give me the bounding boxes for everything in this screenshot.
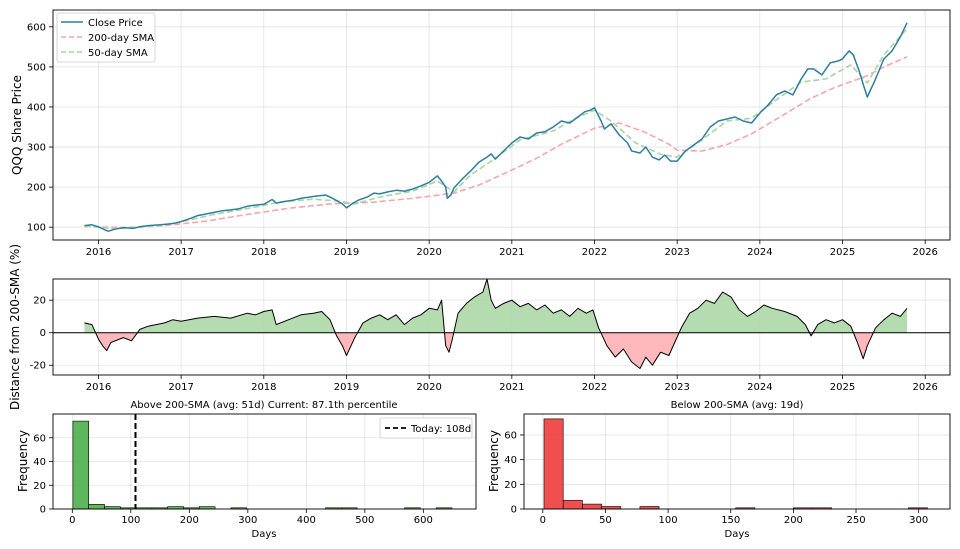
- histogram-below-y-tick-label: 60: [504, 430, 517, 441]
- price-x-tick-label: 2021: [499, 247, 524, 258]
- distance-x-tick-label: 2025: [830, 382, 855, 393]
- price-legend: Close Price 200-day SMA 50-day SMA: [56, 12, 156, 63]
- marker-legend-box: [379, 417, 473, 439]
- price-x-tick-label: 2023: [664, 247, 689, 258]
- histogram-below-bar: [543, 418, 564, 510]
- distance-x-tick-label: 2024: [747, 382, 772, 393]
- histogram-above-bar: [88, 503, 105, 510]
- histogram-below: Below 200-SMA (avg: 19d) 0 50 100 150 200 250…: [487, 400, 951, 540]
- histogram-below-x-tick-label: 200: [784, 515, 803, 526]
- price-y-tick-label: 200: [27, 183, 46, 194]
- distance-x-tick-label: 2018: [251, 382, 276, 393]
- histogram-above-y-axis-label: Frequency: [16, 430, 30, 492]
- histogram-above-x-tick-label: 600: [414, 515, 433, 526]
- price-series: [84, 22, 908, 232]
- price-y-tick-label: 400: [27, 102, 46, 113]
- price-y-tick-label: 600: [27, 22, 46, 33]
- marker-legend-label: Today: 108d: [410, 424, 471, 435]
- histogram-above-x-tick-label: 200: [180, 515, 199, 526]
- histogram-below-title: Below 200-SMA (avg: 19d): [671, 400, 804, 411]
- price-x-tick-label: 2020: [416, 247, 441, 258]
- distance-x-tick-label: 2023: [664, 382, 689, 393]
- histogram-above-legend: Today: 108d: [379, 417, 473, 439]
- distance-y-axis-label: Distance from 200-SMA (%): [8, 244, 22, 410]
- price-x-tick-label: 2025: [830, 247, 855, 258]
- legend-label-close: Close Price: [88, 18, 143, 29]
- histogram-below-x-tick-label: 150: [721, 515, 740, 526]
- distance-ticks: 2016 2017 2018 2019 2020 2021 2022 2023 2024 2025…: [30, 296, 938, 393]
- price-y-tick-label: 300: [27, 143, 46, 154]
- price-x-tick-label: 2024: [747, 247, 772, 258]
- price-chart: 2016 2017 2018 2019 2020 2021 2022 2023 2024 2025…: [10, 9, 951, 258]
- histogram-below-y-tick-label: 40: [504, 455, 517, 466]
- histogram-below-y-tick-label: 20: [504, 480, 517, 491]
- histogram-below-x-tick-label: 250: [846, 515, 865, 526]
- distance-axes-frame: [52, 278, 951, 376]
- histogram-below-bar: [582, 503, 602, 510]
- legend-label-sma50: 50-day SMA: [88, 48, 148, 59]
- price-grid: [53, 10, 950, 240]
- series-line-sma50: [84, 28, 908, 230]
- histogram-below-ticks: 0 50 100 150 200 250 300 0 20 40 60: [504, 430, 928, 526]
- price-axes-frame: [52, 9, 951, 241]
- histogram-below-y-tick-label: 0: [511, 505, 517, 516]
- distance-x-tick-label: 2021: [499, 382, 524, 393]
- histogram-above-y-tick-label: 20: [33, 481, 46, 492]
- histogram-above-y-tick-label: 60: [33, 433, 46, 444]
- histogram-below-x-tick-label: 100: [659, 515, 678, 526]
- price-x-tick-label: 2017: [168, 247, 193, 258]
- price-x-tick-label: 2018: [251, 247, 276, 258]
- histogram-above-x-tick-label: 0: [69, 515, 75, 526]
- price-y-tick-label: 500: [27, 62, 46, 73]
- distance-positive-area: [84, 279, 907, 333]
- legend-box: [56, 12, 156, 63]
- histogram-above-x-tick-label: 100: [121, 515, 140, 526]
- series-line-sma200: [84, 56, 908, 229]
- histogram-below-bar: [562, 500, 583, 510]
- distance-x-tick-label: 2026: [912, 382, 937, 393]
- histogram-below-x-tick-label: 50: [599, 515, 612, 526]
- price-x-tick-label: 2026: [912, 247, 937, 258]
- price-y-axis-label: QQQ Share Price: [10, 75, 24, 175]
- distance-x-tick-label: 2020: [416, 382, 441, 393]
- distance-x-tick-label: 2016: [86, 382, 111, 393]
- price-x-tick-label: 2022: [582, 247, 607, 258]
- price-x-tick-label: 2019: [334, 247, 359, 258]
- histogram-below-x-tick-label: 0: [540, 515, 546, 526]
- legend-label-sma200: 200-day SMA: [88, 33, 154, 44]
- histogram-below-x-axis-label: Days: [725, 529, 750, 540]
- distance-negative-area: [84, 332, 907, 369]
- histogram-below-grid: [524, 414, 950, 510]
- histogram-above-x-axis-label: Days: [252, 529, 277, 540]
- distance-y-tick-label: -20: [30, 361, 46, 372]
- distance-x-tick-label: 2017: [168, 382, 193, 393]
- distance-line: [84, 278, 908, 369]
- histogram-above-ticks: 0 100 200 300 400 500 600 0 20 40 60: [33, 433, 433, 526]
- histogram-above-title: Above 200-SMA (avg: 51d) Current: 87.1th…: [130, 400, 397, 411]
- distance-y-tick-label: 20: [33, 296, 46, 307]
- price-ticks: 2016 2017 2018 2019 2020 2021 2022 2023 2024 2025…: [27, 22, 938, 258]
- price-x-tick-label: 2016: [86, 247, 111, 258]
- histogram-above: Above 200-SMA (avg: 51d) Current: 87.1th…: [16, 400, 477, 540]
- histogram-above-x-tick-label: 300: [238, 515, 257, 526]
- distance-areas: [53, 278, 950, 369]
- distance-y-tick-label: 0: [40, 328, 46, 339]
- histogram-below-y-axis-label: Frequency: [487, 430, 501, 492]
- histogram-above-y-tick-label: 0: [40, 505, 46, 516]
- histogram-below-axes-frame: [523, 413, 951, 510]
- histogram-above-x-tick-label: 500: [355, 515, 374, 526]
- distance-chart: 2016 2017 2018 2019 2020 2021 2022 2023 2024 2025…: [8, 244, 951, 410]
- histogram-below-x-tick-label: 300: [909, 515, 928, 526]
- histogram-above-y-tick-label: 40: [33, 457, 46, 468]
- histogram-above-x-tick-label: 400: [297, 515, 316, 526]
- series-line-close: [84, 22, 908, 232]
- distance-x-tick-label: 2022: [582, 382, 607, 393]
- histogram-above-bar: [72, 420, 90, 510]
- histogram-below-bars: [543, 418, 928, 510]
- price-y-tick-label: 100: [27, 223, 46, 234]
- distance-x-tick-label: 2019: [334, 382, 359, 393]
